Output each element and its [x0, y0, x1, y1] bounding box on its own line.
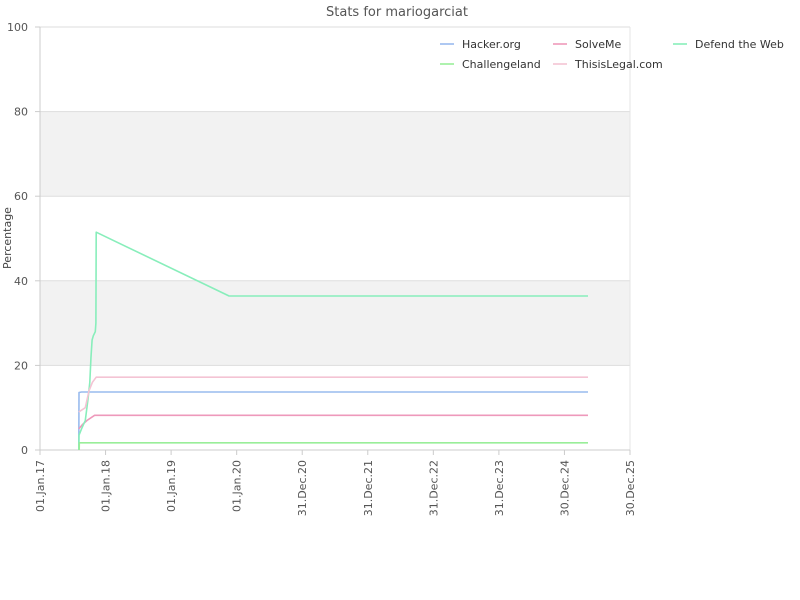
x-tick-label: 01.Jan.20	[231, 460, 244, 512]
y-tick-label: 40	[14, 275, 28, 288]
y-axis-ticks: 0 20 40 60 80 100	[7, 21, 40, 457]
legend-label: Hacker.org	[462, 38, 521, 51]
x-tick-label: 01.Jan.18	[100, 460, 113, 512]
axes	[39, 27, 631, 451]
x-tick-label: 31.Dec.22	[427, 460, 440, 516]
y-tick-label: 20	[14, 359, 28, 372]
x-tick-label: 31.Dec.21	[362, 460, 375, 516]
legend: Hacker.org SolveMe Defend the Web Challenge…	[440, 38, 784, 71]
gridlines	[40, 26, 630, 451]
series-line-4	[78, 441, 588, 451]
x-tick-label: 30.Dec.25	[624, 460, 637, 516]
x-tick-label: 01.Jan.19	[165, 460, 178, 512]
x-tick-label: 30.Dec.24	[558, 460, 571, 516]
x-axis-ticks: 01.Jan.17 01.Jan.18 01.Jan.19 01.Jan.20 31.D…	[34, 450, 637, 516]
y-axis-label: Percentage	[1, 207, 14, 269]
series-lines	[78, 231, 588, 451]
grid-band	[40, 280, 630, 366]
legend-label: Defend the Web	[695, 38, 784, 51]
grid-band	[40, 111, 630, 197]
series-line-2	[78, 414, 588, 430]
legend-label: ThisisLegal.com	[574, 58, 663, 71]
legend-label: SolveMe	[575, 38, 622, 51]
legend-label: Challengeland	[462, 58, 541, 71]
series-line-3	[78, 231, 588, 451]
series-line-1	[78, 391, 588, 451]
y-tick-label: 60	[14, 190, 28, 203]
plot-bands	[40, 111, 630, 366]
chart-title: Stats for mariogarciat	[326, 5, 468, 20]
y-tick-label: 0	[21, 444, 28, 457]
series-line-5	[78, 376, 588, 413]
y-tick-label: 100	[7, 21, 28, 34]
y-tick-label: 80	[14, 106, 28, 119]
x-tick-label: 31.Dec.23	[493, 460, 506, 516]
x-tick-label: 31.Dec.20	[296, 460, 309, 516]
x-tick-label: 01.Jan.17	[34, 460, 47, 512]
